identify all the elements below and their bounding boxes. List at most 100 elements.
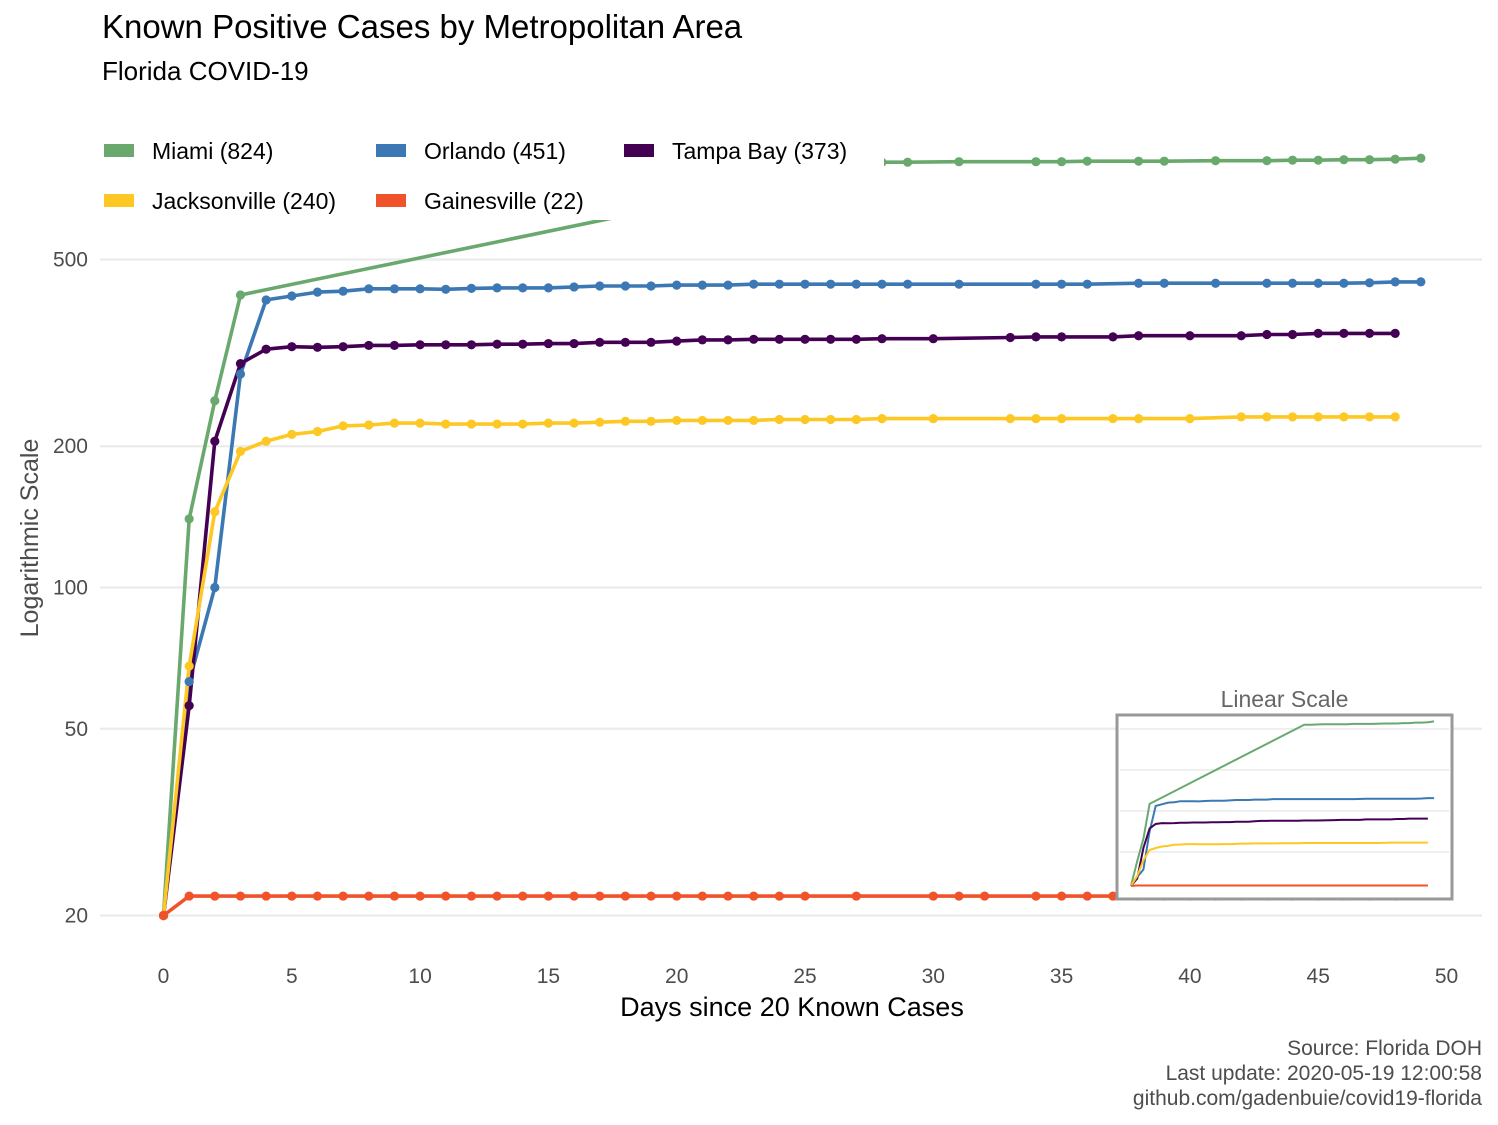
data-point [543, 418, 554, 428]
data-point [235, 446, 246, 456]
data-point [210, 396, 220, 406]
data-point [364, 891, 374, 901]
data-point [184, 677, 194, 687]
x-tick-label: 0 [158, 965, 170, 988]
x-tick-label: 5 [286, 965, 298, 988]
data-point [877, 414, 887, 424]
data-point [312, 342, 323, 352]
data-point [441, 419, 451, 429]
data-point [1262, 329, 1272, 340]
data-point [1339, 328, 1349, 338]
x-tick-label: 25 [793, 965, 816, 988]
data-point [210, 507, 220, 517]
legend-label: Tampa Bay (373) [672, 138, 847, 164]
data-point [1057, 414, 1067, 424]
data-point [928, 891, 938, 901]
data-point [1133, 331, 1144, 341]
data-point [774, 414, 784, 425]
data-point [1287, 278, 1298, 288]
data-point [1185, 414, 1195, 424]
data-point [749, 334, 759, 344]
data-point [672, 336, 682, 346]
data-point [1313, 412, 1323, 422]
y-tick-label: 20 [65, 905, 88, 928]
data-point [287, 429, 297, 439]
data-point [1339, 278, 1349, 288]
data-point [1339, 412, 1349, 422]
data-point [441, 891, 451, 901]
data-point [569, 418, 579, 428]
x-tick-label: 40 [1178, 965, 1201, 988]
data-point [312, 891, 323, 901]
data-point [441, 284, 451, 294]
data-point [441, 340, 451, 350]
data-point [338, 342, 348, 352]
data-point [1159, 278, 1169, 288]
data-point [1262, 278, 1272, 288]
data-point [1236, 331, 1246, 341]
data-point [646, 281, 656, 291]
data-point [415, 891, 425, 901]
series-points [158, 153, 1426, 921]
data-point [1159, 156, 1169, 166]
x-axis-title: Days since 20 Known Cases [620, 992, 964, 1022]
data-point [543, 283, 554, 293]
inset-frame [1115, 713, 1454, 901]
data-point [620, 891, 630, 901]
data-point [389, 891, 400, 901]
data-point [697, 280, 707, 290]
data-point [980, 891, 990, 901]
data-point [1390, 154, 1400, 164]
legend-label: Miami (824) [152, 138, 273, 164]
data-point [1390, 277, 1400, 287]
data-point [595, 891, 605, 901]
data-point [492, 419, 502, 429]
data-point [1364, 278, 1375, 288]
data-point [389, 340, 400, 351]
legend-background [98, 128, 884, 220]
data-point [646, 416, 656, 426]
data-point [543, 338, 554, 349]
data-point [723, 335, 733, 345]
data-point [1287, 155, 1298, 165]
data-point [1057, 279, 1067, 289]
data-point [1185, 331, 1195, 341]
legend-key [104, 144, 134, 157]
data-point [851, 891, 861, 901]
data-point [851, 279, 861, 289]
data-point [800, 891, 810, 901]
data-point [646, 891, 656, 901]
data-point [1031, 279, 1041, 289]
x-tick-label: 30 [922, 965, 945, 988]
data-point [800, 279, 810, 289]
data-point [1031, 414, 1041, 424]
data-point [312, 426, 323, 437]
data-point [1133, 414, 1144, 424]
data-point [749, 891, 759, 901]
data-point [210, 582, 220, 593]
data-point [518, 419, 528, 429]
data-point [312, 287, 323, 297]
data-point [877, 279, 887, 289]
data-point [595, 417, 605, 427]
inset-series-line [1130, 720, 1435, 887]
x-tick-labels: 0 5 10 15 20 25 30 35 40 45 50 [158, 965, 1459, 988]
data-point [1364, 155, 1375, 165]
data-point [1236, 412, 1246, 422]
data-point [415, 418, 425, 428]
data-point [1339, 155, 1349, 165]
data-point [749, 279, 759, 289]
data-point [184, 891, 194, 901]
data-point [1057, 332, 1067, 342]
x-tick-label: 10 [408, 965, 431, 988]
data-point [184, 661, 194, 671]
data-point [697, 891, 707, 901]
data-point [235, 369, 246, 379]
data-point [954, 891, 964, 901]
data-point [1133, 278, 1144, 288]
data-point [1108, 332, 1118, 342]
legend-key [624, 144, 654, 157]
x-tick-label: 35 [1050, 965, 1073, 988]
data-point [518, 891, 528, 901]
inset-plot [1120, 720, 1449, 887]
